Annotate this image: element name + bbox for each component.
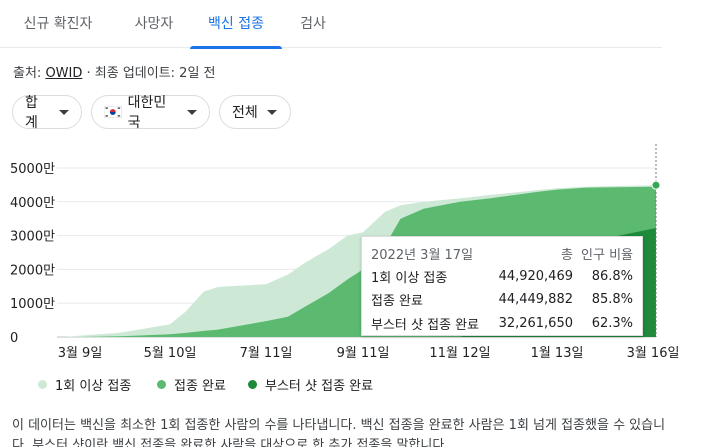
x-tick-label: 7월 11일 (240, 346, 293, 361)
tab-deaths[interactable]: 사망자 (134, 16, 174, 32)
legend-item[interactable]: 부스터 샷 접종 완료 (248, 375, 373, 394)
tooltip-row-ratio: 62.3% (591, 315, 633, 331)
legend-item[interactable]: 접종 완료 (157, 375, 226, 394)
x-tick-label: 3월 9일 (58, 346, 103, 361)
legend-dot-icon (248, 380, 257, 389)
legend-dot-icon (157, 380, 166, 389)
tooltip-header: 2022년 3월 17일 총 인구 비율 (371, 243, 633, 263)
legend-label: 부스터 샷 접종 완료 (265, 379, 374, 394)
y-tick-label: 3000만 (10, 230, 55, 245)
y-tick-label: 5000만 (10, 162, 55, 177)
tab-testing[interactable]: 검사 (300, 16, 326, 32)
tooltip-row-ratio: 85.8% (591, 291, 633, 307)
tooltip-row-label: 부스터 샷 접종 완료 (371, 317, 480, 333)
tab-bar: 신규 확진자 사망자 백신 접종 검사 (0, 0, 662, 49)
legend-item[interactable]: 1회 이상 접종 (38, 375, 131, 394)
x-tick-label: 1월 13일 (531, 346, 584, 361)
tab-new-cases[interactable]: 신규 확진자 (23, 16, 93, 32)
legend-label: 접종 완료 (174, 379, 226, 394)
tooltip-row: 1회 이상 접종 44,920,469 86.8% (371, 266, 633, 286)
country-dropdown[interactable]: 대한민국 (91, 95, 210, 131)
x-tick-label: 9월 11일 (337, 346, 390, 361)
tooltip-row-total: 44,920,469 (498, 268, 573, 284)
caret-down-icon (187, 109, 197, 115)
tooltip-row: 부스터 샷 접종 완료 32,261,650 62.3% (371, 313, 633, 333)
korea-flag-icon (104, 106, 122, 118)
y-tick-label: 0 (10, 331, 18, 346)
hover-point (651, 180, 661, 190)
tooltip-col-ratio: 인구 비율 (581, 247, 633, 263)
y-tick-label: 2000만 (10, 263, 55, 278)
x-tick-label: 5월 10일 (144, 346, 197, 361)
legend-dot-icon (38, 380, 47, 389)
chart-note: 이 데이터는 백신을 최소한 1회 접종한 사람의 수를 나타냅니다. 백신 접… (12, 418, 666, 447)
country-label: 대한민국 (127, 95, 167, 131)
chart-tooltip: 2022년 3월 17일 총 인구 비율 1회 이상 접종 44,920,469… (361, 236, 643, 336)
source-line: 출처: OWID · 최종 업데이트: 2일 전 (13, 62, 216, 81)
tooltip-row-label: 접종 완료 (371, 293, 423, 309)
source-link[interactable]: OWID (45, 66, 83, 81)
x-tick-label: 11월 12일 (429, 346, 490, 361)
caret-down-icon (266, 109, 277, 115)
tooltip-row-total: 44,449,882 (498, 291, 573, 307)
caret-down-icon (59, 109, 69, 115)
tab-vaccination[interactable]: 백신 접종 (190, 0, 282, 49)
y-tick-label: 4000만 (10, 196, 55, 211)
metric-dropdown[interactable]: 합계 (12, 95, 82, 131)
metric-label: 합계 (25, 95, 38, 131)
tooltip-col-total: 총 (561, 247, 573, 263)
tooltip-row-total: 32,261,650 (498, 315, 573, 331)
source-prefix: 출처: (13, 66, 46, 81)
tooltip-row-label: 1회 이상 접종 (371, 270, 448, 286)
tooltip-date: 2022년 3월 17일 (371, 247, 474, 263)
tooltip-row-ratio: 86.8% (591, 268, 633, 284)
tooltip-row: 접종 완료 44,449,882 85.8% (371, 289, 633, 309)
range-dropdown[interactable]: 전체 (219, 95, 291, 129)
range-label: 전체 (232, 105, 258, 121)
x-tick-label: 3월 16일 (627, 346, 680, 361)
update-info: · 최종 업데이트: 2일 전 (82, 66, 216, 81)
legend-label: 1회 이상 접종 (55, 379, 132, 394)
y-tick-label: 1000만 (10, 297, 55, 312)
